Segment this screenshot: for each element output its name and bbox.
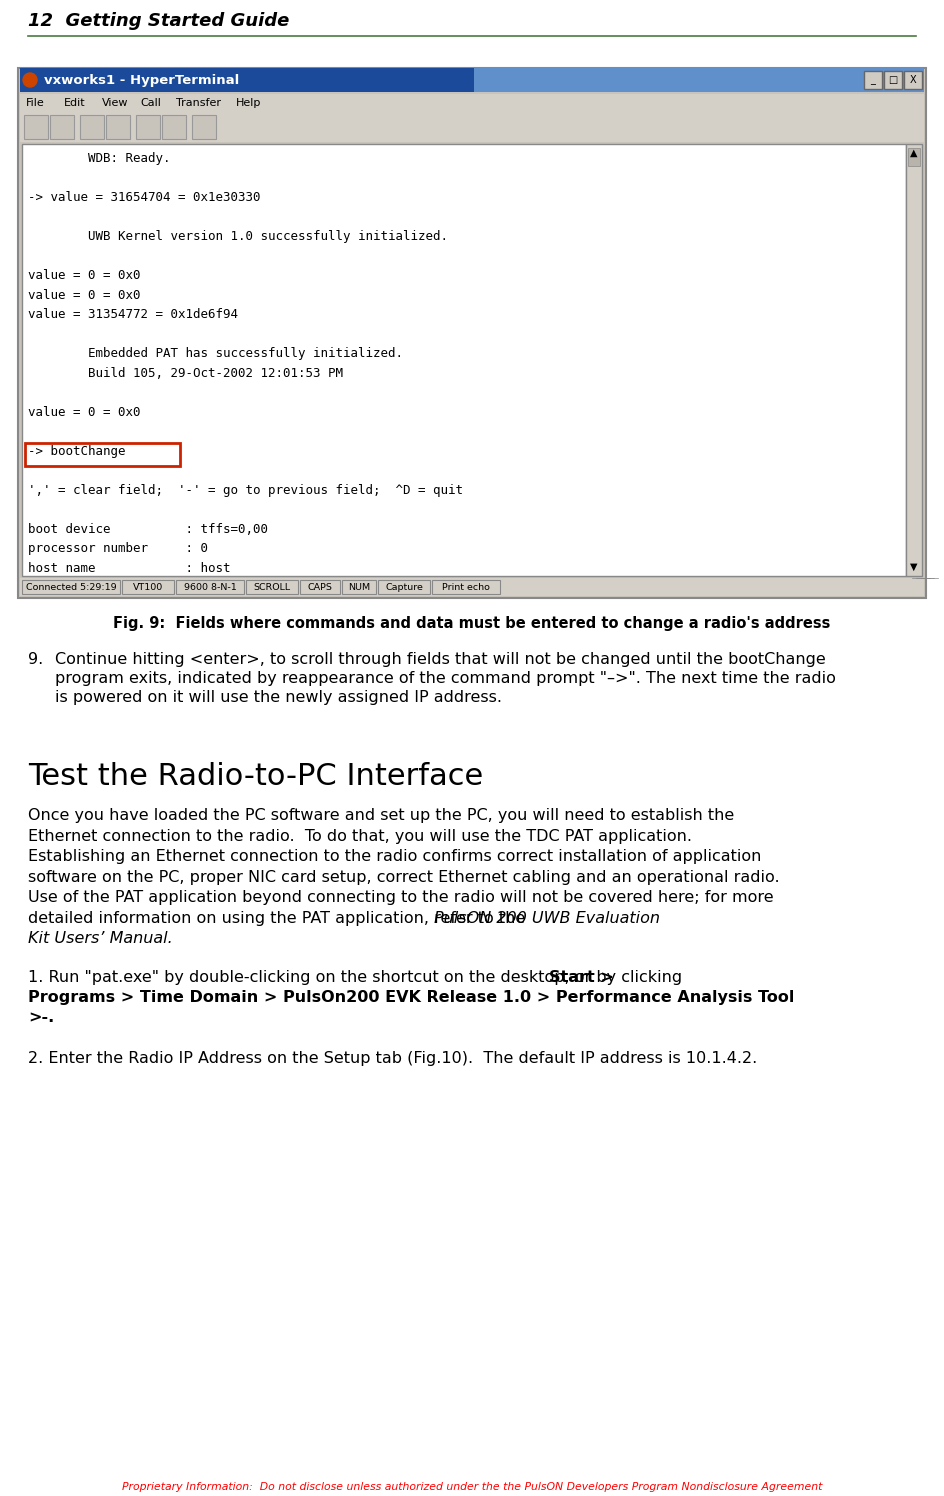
FancyBboxPatch shape bbox=[22, 144, 906, 576]
Text: Fig. 9:  Fields where commands and data must be entered to change a radio's addr: Fig. 9: Fields where commands and data m… bbox=[113, 616, 831, 631]
Text: _: _ bbox=[870, 75, 875, 85]
FancyBboxPatch shape bbox=[106, 115, 130, 139]
FancyBboxPatch shape bbox=[80, 115, 104, 139]
Text: VT100: VT100 bbox=[133, 582, 163, 591]
Text: UWB Kernel version 1.0 successfully initialized.: UWB Kernel version 1.0 successfully init… bbox=[28, 230, 448, 242]
FancyBboxPatch shape bbox=[50, 115, 74, 139]
Text: Call: Call bbox=[140, 99, 160, 108]
FancyBboxPatch shape bbox=[20, 112, 924, 142]
FancyBboxPatch shape bbox=[136, 115, 160, 139]
FancyBboxPatch shape bbox=[474, 67, 924, 91]
Text: Test the Radio-to-PC Interface: Test the Radio-to-PC Interface bbox=[28, 761, 483, 791]
FancyBboxPatch shape bbox=[864, 70, 882, 88]
Text: Once you have loaded the PC software and set up the PC, you will need to establi: Once you have loaded the PC software and… bbox=[28, 808, 734, 823]
Text: Embedded PAT has successfully initialized.: Embedded PAT has successfully initialize… bbox=[28, 347, 403, 361]
Text: 9.: 9. bbox=[28, 652, 43, 667]
Text: Connected 5:29:19: Connected 5:29:19 bbox=[25, 582, 116, 591]
FancyBboxPatch shape bbox=[342, 580, 376, 594]
FancyBboxPatch shape bbox=[22, 580, 120, 594]
FancyBboxPatch shape bbox=[18, 67, 926, 598]
Text: SCROLL: SCROLL bbox=[253, 582, 291, 591]
FancyBboxPatch shape bbox=[20, 577, 924, 595]
Text: -> value = 31654704 = 0x1e30330: -> value = 31654704 = 0x1e30330 bbox=[28, 191, 261, 203]
Text: value = 31354772 = 0x1de6f94: value = 31354772 = 0x1de6f94 bbox=[28, 308, 238, 322]
FancyBboxPatch shape bbox=[904, 70, 922, 88]
Text: -> bootChange: -> bootChange bbox=[28, 444, 126, 458]
FancyBboxPatch shape bbox=[176, 580, 244, 594]
Text: Proprietary Information:  Do not disclose unless authorized under the the PulsON: Proprietary Information: Do not disclose… bbox=[122, 1483, 822, 1492]
Text: Transfer: Transfer bbox=[176, 99, 221, 108]
FancyBboxPatch shape bbox=[24, 115, 48, 139]
Text: 9600 8-N-1: 9600 8-N-1 bbox=[184, 582, 236, 591]
FancyBboxPatch shape bbox=[300, 580, 340, 594]
Text: PulsON 200 UWB Evaluation: PulsON 200 UWB Evaluation bbox=[434, 911, 661, 926]
FancyBboxPatch shape bbox=[246, 580, 298, 594]
FancyBboxPatch shape bbox=[906, 144, 922, 576]
Text: Edit: Edit bbox=[64, 99, 86, 108]
FancyBboxPatch shape bbox=[432, 580, 500, 594]
Text: 1. Run "pat.exe" by double-clicking on the shortcut on the desktop, or by clicki: 1. Run "pat.exe" by double-clicking on t… bbox=[28, 969, 687, 984]
Text: Start >: Start > bbox=[549, 969, 615, 984]
Text: ',' = clear field;  '-' = go to previous field;  ^D = quit: ',' = clear field; '-' = go to previous … bbox=[28, 483, 463, 497]
Text: NUM: NUM bbox=[348, 582, 370, 591]
Text: ▼: ▼ bbox=[910, 562, 918, 571]
Text: Ethernet connection to the radio.  To do that, you will use the TDC PAT applicat: Ethernet connection to the radio. To do … bbox=[28, 829, 692, 844]
FancyBboxPatch shape bbox=[20, 94, 924, 112]
Text: Capture: Capture bbox=[385, 582, 423, 591]
Circle shape bbox=[23, 73, 37, 87]
Text: Help: Help bbox=[236, 99, 261, 108]
Text: processor number     : 0: processor number : 0 bbox=[28, 542, 208, 555]
FancyBboxPatch shape bbox=[162, 115, 186, 139]
Text: 12  Getting Started Guide: 12 Getting Started Guide bbox=[28, 12, 290, 30]
Text: detailed information on using the PAT application, refer to the: detailed information on using the PAT ap… bbox=[28, 911, 531, 926]
FancyBboxPatch shape bbox=[908, 148, 920, 166]
FancyBboxPatch shape bbox=[20, 67, 474, 91]
FancyBboxPatch shape bbox=[25, 443, 180, 465]
Text: File: File bbox=[26, 99, 44, 108]
Text: ▲: ▲ bbox=[910, 148, 918, 159]
Text: X: X bbox=[910, 75, 917, 85]
Text: Use of the PAT application beyond connecting to the radio will not be covered he: Use of the PAT application beyond connec… bbox=[28, 890, 774, 905]
FancyBboxPatch shape bbox=[122, 580, 174, 594]
Text: Establishing an Ethernet connection to the radio confirms correct installation o: Establishing an Ethernet connection to t… bbox=[28, 850, 762, 865]
Text: value = 0 = 0x0: value = 0 = 0x0 bbox=[28, 269, 141, 283]
Text: value = 0 = 0x0: value = 0 = 0x0 bbox=[28, 289, 141, 302]
Text: View: View bbox=[102, 99, 128, 108]
Text: WDB: Ready.: WDB: Ready. bbox=[28, 153, 171, 165]
Text: Print echo: Print echo bbox=[442, 582, 490, 591]
Text: Build 105, 29-Oct-2002 12:01:53 PM: Build 105, 29-Oct-2002 12:01:53 PM bbox=[28, 367, 343, 380]
Text: >-.: >-. bbox=[28, 1010, 54, 1025]
Text: Kit Users’ Manual.: Kit Users’ Manual. bbox=[28, 931, 173, 945]
Text: value = 0 = 0x0: value = 0 = 0x0 bbox=[28, 405, 141, 419]
Text: Programs > Time Domain > PulsOn200 EVK Release 1.0 > Performance Analysis Tool: Programs > Time Domain > PulsOn200 EVK R… bbox=[28, 990, 794, 1005]
Text: 2. Enter the Radio IP Address on the Setup tab (Fig.10).  The default IP address: 2. Enter the Radio IP Address on the Set… bbox=[28, 1052, 757, 1067]
FancyBboxPatch shape bbox=[378, 580, 430, 594]
FancyBboxPatch shape bbox=[192, 115, 216, 139]
Text: boot device          : tffs=0,00: boot device : tffs=0,00 bbox=[28, 522, 268, 536]
Text: host name            : host: host name : host bbox=[28, 561, 230, 574]
Text: vxworks1 - HyperTerminal: vxworks1 - HyperTerminal bbox=[44, 73, 239, 87]
Text: software on the PC, proper NIC card setup, correct Ethernet cabling and an opera: software on the PC, proper NIC card setu… bbox=[28, 869, 780, 884]
Text: □: □ bbox=[888, 75, 898, 85]
FancyBboxPatch shape bbox=[884, 70, 902, 88]
Text: Continue hitting <enter>, to scroll through fields that will not be changed unti: Continue hitting <enter>, to scroll thro… bbox=[55, 652, 835, 706]
Text: CAPS: CAPS bbox=[308, 582, 332, 591]
